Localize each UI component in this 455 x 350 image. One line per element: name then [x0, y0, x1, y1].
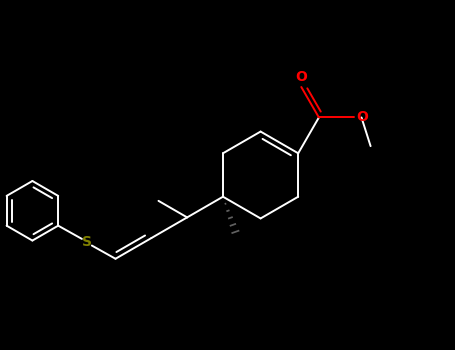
Text: S: S	[82, 235, 92, 249]
Text: O: O	[356, 111, 368, 125]
Text: O: O	[295, 70, 307, 84]
